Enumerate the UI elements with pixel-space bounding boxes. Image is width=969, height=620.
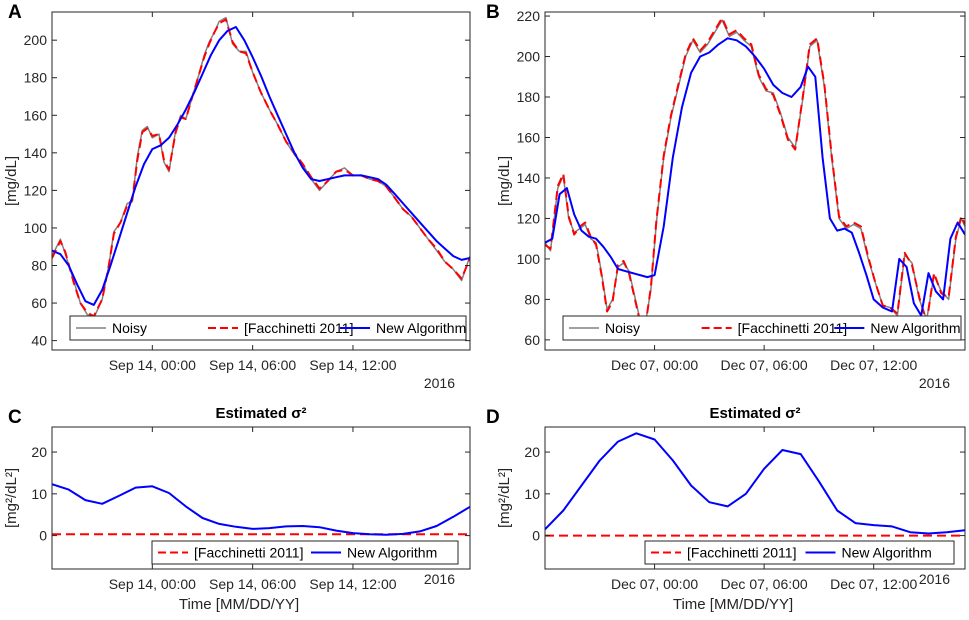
y-tick-label: 180 xyxy=(24,70,48,86)
axes-box xyxy=(544,11,966,351)
legend-box xyxy=(69,315,467,341)
x-tick-label: Sep 14, 06:00 xyxy=(209,357,296,373)
y-tick-label: 160 xyxy=(517,129,541,145)
year-label: 2016 xyxy=(919,571,950,587)
y-axis-label: [mg²/dL²] xyxy=(496,468,513,528)
series-group xyxy=(545,17,965,327)
y-tick-label: 80 xyxy=(31,258,47,274)
series-line-new-algorithm xyxy=(545,37,965,317)
x-tick-label: Sep 14, 12:00 xyxy=(309,576,396,592)
x-tick-label: Sep 14, 12:00 xyxy=(309,357,396,373)
legend-entry-label: [Facchinetti 2011] xyxy=(738,320,847,336)
y-tick-label: 120 xyxy=(517,210,541,226)
y-tick-label: 140 xyxy=(517,170,541,186)
y-tick-label: 140 xyxy=(24,145,48,161)
y-tick-label: 160 xyxy=(24,107,48,123)
y-tick-label: 100 xyxy=(517,251,541,267)
y-tick-label: 120 xyxy=(24,182,48,198)
y-tick-label: 60 xyxy=(31,295,47,311)
series-line-facchinetti-2011 xyxy=(545,17,965,327)
panel-letter: B xyxy=(486,2,500,23)
legend-entry-label: [Facchinetti 2011] xyxy=(244,320,353,336)
chart-panel-a: A 40 60 80 100 120 140 160 180 200 Sep 14, 00:00 Se… xyxy=(3,2,471,391)
x-tick-label: Dec 07, 00:00 xyxy=(611,576,698,592)
axes-box xyxy=(544,426,966,570)
axes-box xyxy=(51,426,471,570)
chart-panel-d: D Estimated σ² 0 10 20 Dec 07, 00:00 Dec 07, 0… xyxy=(486,405,966,613)
y-axis-label: [mg/dL] xyxy=(3,156,20,206)
y-tick-label: 40 xyxy=(31,333,47,349)
legend: [Facchinetti 2011] New Algorithm xyxy=(644,540,955,565)
legend: [Facchinetti 2011] New Algorithm xyxy=(151,540,459,565)
y-tick-label: 180 xyxy=(517,89,541,105)
x-tick-label: Sep 14, 06:00 xyxy=(209,576,296,592)
x-tick-label: Dec 07, 06:00 xyxy=(721,576,808,592)
legend: Noisy [Facchinetti 2011] New Algorithm xyxy=(562,315,962,341)
legend-entry-label: [Facchinetti 2011] xyxy=(194,545,303,561)
axes-box xyxy=(51,11,471,351)
y-tick-label: 0 xyxy=(39,528,47,544)
y-tick-label: 100 xyxy=(24,220,48,236)
chart-panel-b: B 60 80 100 120 140 160 180 200 220 Dec 07, 00:00 D… xyxy=(486,2,966,391)
panel-letter: D xyxy=(486,407,500,428)
legend-entry-label: Noisy xyxy=(112,320,147,336)
y-tick-label: 10 xyxy=(31,486,47,502)
panel-letter: A xyxy=(8,2,22,23)
year-label: 2016 xyxy=(424,375,455,391)
year-label: 2016 xyxy=(424,571,455,587)
series-group xyxy=(545,432,965,537)
y-axis-label: [mg/dL] xyxy=(496,156,513,206)
x-tick-label: Sep 14, 00:00 xyxy=(109,576,196,592)
legend-entry-label: Noisy xyxy=(605,320,640,336)
series-line-new-algorithm xyxy=(52,483,470,536)
x-axis-label: Time [MM/DD/YY] xyxy=(179,596,299,613)
y-tick-label: 200 xyxy=(517,49,541,65)
x-tick-label: Sep 14, 00:00 xyxy=(109,357,196,373)
y-tick-label: 20 xyxy=(524,444,540,460)
y-tick-label: 20 xyxy=(31,444,47,460)
x-tick-label: Dec 07, 06:00 xyxy=(721,357,808,373)
panel-letter: C xyxy=(8,407,22,428)
y-tick-label: 60 xyxy=(524,332,540,348)
legend-box xyxy=(644,540,955,565)
x-tick-label: Dec 07, 12:00 xyxy=(830,357,917,373)
series-group xyxy=(52,483,470,536)
legend-entry-label: New Algorithm xyxy=(376,320,466,336)
legend-entry-label: New Algorithm xyxy=(870,320,960,336)
series-line-new-algorithm xyxy=(545,432,965,535)
series-line-noisy xyxy=(52,16,470,319)
legend-entry-label: [Facchinetti 2011] xyxy=(687,545,796,561)
legend-box xyxy=(562,315,962,341)
legend-box xyxy=(151,540,459,565)
y-tick-label: 10 xyxy=(524,486,540,502)
legend: Noisy [Facchinetti 2011] New Algorithm xyxy=(69,315,467,341)
year-label: 2016 xyxy=(919,375,950,391)
y-axis-label: [mg²/dL²] xyxy=(3,468,20,528)
series-line-new-algorithm xyxy=(52,26,470,306)
series-group xyxy=(52,16,470,319)
chart-title: Estimated σ² xyxy=(215,405,306,422)
legend-entry-label: New Algorithm xyxy=(842,545,932,561)
chart-title: Estimated σ² xyxy=(709,405,800,422)
y-tick-label: 200 xyxy=(24,32,48,48)
chart-panel-c: C Estimated σ² 0 10 20 Sep 14, 00:00 Sep 14, 0… xyxy=(3,405,471,613)
legend-entry-label: New Algorithm xyxy=(347,545,437,561)
x-tick-label: Dec 07, 00:00 xyxy=(611,357,698,373)
series-line-facchinetti-2011 xyxy=(52,18,470,318)
y-tick-label: 80 xyxy=(524,291,540,307)
y-tick-label: 220 xyxy=(517,8,541,24)
x-axis-label: Time [MM/DD/YY] xyxy=(673,596,793,613)
x-tick-label: Dec 07, 12:00 xyxy=(830,576,917,592)
y-tick-label: 0 xyxy=(532,528,540,544)
